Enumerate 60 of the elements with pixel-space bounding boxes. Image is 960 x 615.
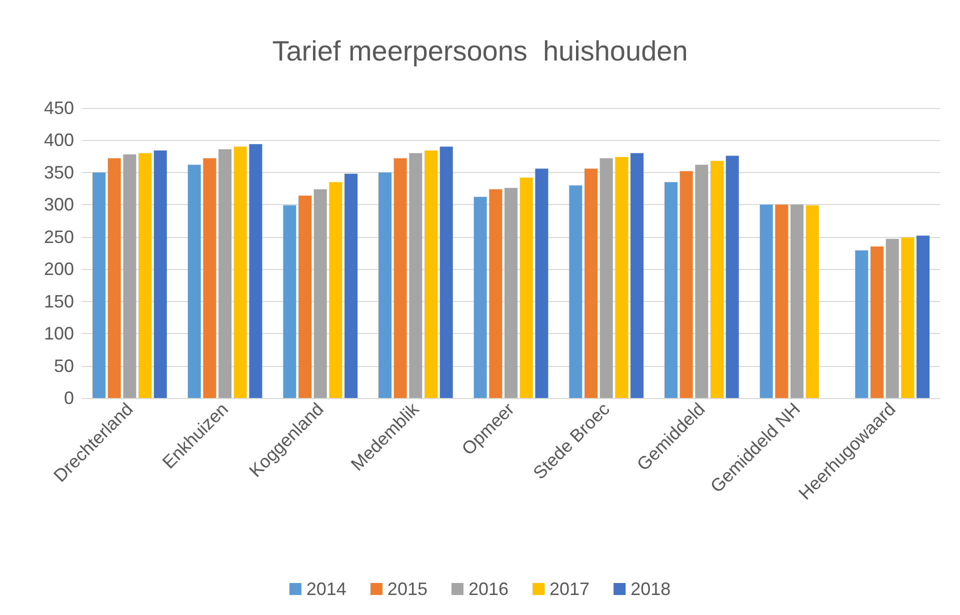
bar bbox=[298, 196, 312, 398]
bar bbox=[92, 172, 106, 398]
bar bbox=[760, 204, 773, 398]
bar bbox=[520, 178, 533, 398]
bar bbox=[474, 196, 487, 398]
bar bbox=[234, 146, 247, 398]
y-tick-label: 150 bbox=[44, 291, 74, 312]
bar bbox=[188, 164, 201, 398]
bar bbox=[664, 182, 678, 398]
bar bbox=[489, 189, 502, 398]
bar bbox=[535, 168, 548, 398]
bar bbox=[440, 146, 453, 398]
bar bbox=[680, 171, 693, 398]
chart-title: Tarief meerpersoons huishouden bbox=[272, 36, 688, 66]
bar bbox=[344, 174, 358, 398]
bar bbox=[916, 236, 930, 398]
bar bbox=[615, 156, 628, 398]
bar bbox=[329, 182, 342, 398]
y-tick-label: 50 bbox=[54, 356, 74, 376]
bar bbox=[504, 188, 518, 398]
bar bbox=[726, 156, 739, 398]
y-tick-label: 100 bbox=[44, 324, 74, 344]
bar bbox=[123, 154, 136, 398]
y-tick-label: 350 bbox=[44, 162, 74, 182]
legend-label: 2015 bbox=[387, 579, 428, 599]
bar bbox=[886, 238, 899, 398]
y-tick-label: 200 bbox=[44, 259, 74, 280]
bar bbox=[154, 150, 167, 398]
bar bbox=[710, 160, 724, 398]
y-tick-label: 450 bbox=[44, 98, 74, 118]
bar bbox=[108, 158, 121, 398]
bar bbox=[870, 246, 884, 398]
bar bbox=[138, 153, 152, 398]
bar bbox=[901, 238, 914, 398]
bar bbox=[314, 189, 327, 398]
bar bbox=[283, 205, 296, 398]
bar bbox=[775, 204, 788, 398]
bar bbox=[249, 144, 262, 398]
bar bbox=[584, 168, 598, 398]
y-tick-label: 300 bbox=[44, 194, 74, 215]
bar bbox=[630, 153, 644, 398]
legend-label: 2016 bbox=[468, 579, 509, 599]
y-tick-label: 250 bbox=[44, 226, 74, 247]
legend-label: 2018 bbox=[630, 579, 671, 599]
y-tick-label: 400 bbox=[44, 130, 74, 150]
bar bbox=[409, 153, 422, 398]
legend-label: 2014 bbox=[306, 579, 346, 599]
legend-label: 2017 bbox=[550, 579, 590, 599]
bar bbox=[855, 250, 868, 398]
bar bbox=[569, 185, 582, 398]
bar bbox=[790, 204, 804, 398]
bar bbox=[600, 158, 613, 398]
bar bbox=[806, 205, 819, 398]
bar bbox=[424, 150, 438, 398]
bar bbox=[203, 158, 216, 398]
bar bbox=[378, 172, 392, 398]
bar bbox=[218, 149, 232, 398]
bar bbox=[394, 158, 407, 398]
bar bbox=[695, 164, 708, 398]
y-tick-label: 0 bbox=[64, 388, 74, 408]
